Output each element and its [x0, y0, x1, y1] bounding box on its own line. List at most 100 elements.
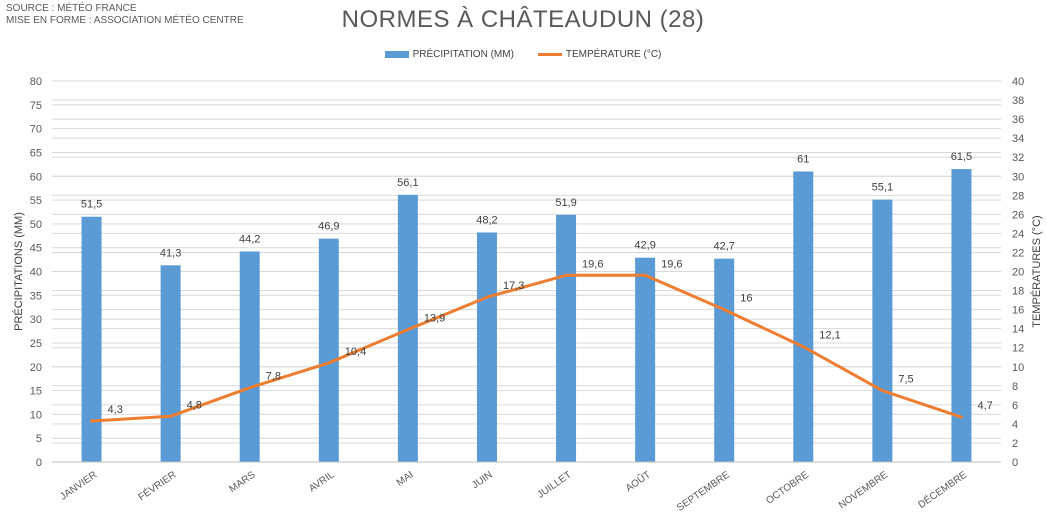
y-left-tick-label: 70	[30, 124, 42, 136]
bar-precipitation	[476, 232, 497, 462]
bar-data-label: 42,7	[713, 241, 734, 253]
x-tick-label: FÉVRIER	[135, 468, 178, 504]
y-left-tick-label: 50	[30, 219, 42, 231]
line-temperature	[90, 273, 963, 423]
legend-item-precipitation: PRÉCIPITATION (MM)	[384, 49, 514, 60]
y-right-tick-label: 18	[1012, 286, 1024, 298]
bar-data-label: 61,5	[951, 151, 972, 163]
x-tick-label: MARS	[227, 469, 257, 495]
y-left-tick-label: 10	[30, 409, 42, 421]
x-tick-label: JANVIER	[58, 469, 99, 502]
legend-swatch-bar	[384, 51, 409, 58]
source-note: SOURCE : MÉTÉO FRANCE MISE EN FORME : AS…	[6, 3, 244, 27]
y-right-tick-label: 24	[1012, 228, 1024, 240]
bar-data-label: 41,3	[160, 247, 181, 259]
y-left-tick-label: 35	[30, 290, 42, 302]
bar-precipitation	[951, 169, 972, 462]
y-right-tick-label: 32	[1012, 152, 1024, 164]
y-left-tick-label: 80	[30, 76, 42, 88]
source-line-2: MISE EN FORME : ASSOCIATION MÉTÉO CENTRE	[6, 15, 244, 26]
bar-data-label: 51,9	[555, 197, 576, 209]
y-left-tick-label: 20	[30, 362, 42, 374]
y-right-tick-label: 14	[1012, 324, 1024, 336]
y-left-tick-label: 0	[36, 457, 42, 469]
x-tick-label: SEPTEMBRE	[675, 469, 732, 514]
y-left-axis-title: PRÉCIPITATIONS (MM)	[12, 212, 25, 331]
y-right-tick-label: 16	[1012, 305, 1024, 317]
y-right-tick-label: 4	[1012, 419, 1018, 431]
bar-data-label: 46,9	[318, 221, 339, 233]
y-right-tick-label: 38	[1012, 95, 1024, 107]
y-right-tick-label: 6	[1012, 400, 1018, 412]
y-left-tick-label: 55	[30, 195, 42, 207]
line-data-label: 12,1	[819, 330, 840, 342]
y-right-tick-label: 26	[1012, 209, 1024, 221]
y-right-tick-label: 10	[1012, 362, 1024, 374]
y-right-tick-label: 30	[1012, 171, 1024, 183]
bar-precipitation	[160, 265, 181, 462]
legend-label-temperature: TEMPÉRATURE (°C)	[565, 49, 662, 60]
x-tick-label: AVRIL	[307, 469, 337, 494]
line-data-label: 17,3	[503, 280, 524, 292]
y-left-tick-label: 40	[30, 267, 42, 279]
bar-data-label: 56,1	[397, 177, 418, 189]
bar-precipitation	[635, 257, 656, 462]
line-data-label: 10,4	[345, 346, 366, 358]
line-data-label: 7,5	[898, 374, 913, 386]
line-data-label: 16	[740, 293, 752, 305]
bar-precipitation	[239, 251, 260, 462]
y-left-tick-label: 15	[30, 386, 42, 398]
x-tick-label: OCTOBRE	[764, 469, 811, 506]
y-right-tick-label: 20	[1012, 267, 1024, 279]
line-data-label: 19,6	[661, 258, 682, 270]
y-right-tick-label: 36	[1012, 114, 1024, 126]
x-tick-label: NOVEMBRE	[837, 469, 890, 511]
y-left-tick-label: 65	[30, 147, 42, 159]
x-tick-label: AOÛT	[623, 468, 653, 495]
bar-data-label: 44,2	[239, 233, 260, 245]
x-tick-label: JUILLET	[536, 469, 574, 500]
y-right-tick-label: 22	[1012, 247, 1024, 259]
line-data-label: 4,3	[108, 404, 123, 416]
chart-legend: PRÉCIPITATION (MM) TEMPÉRATURE (°C)	[0, 49, 1046, 60]
x-tick-label: MAI	[395, 469, 416, 488]
line-data-label: 19,6	[582, 258, 603, 270]
y-left-tick-label: 30	[30, 314, 42, 326]
legend-label-precipitation: PRÉCIPITATION (MM)	[412, 49, 514, 60]
bar-precipitation	[318, 238, 339, 462]
line-data-label: 7,8	[266, 371, 281, 383]
x-tick-label: DÉCEMBRE	[915, 468, 969, 511]
y-right-tick-label: 12	[1012, 343, 1024, 355]
bar-precipitation	[793, 171, 814, 463]
y-right-tick-label: 2	[1012, 438, 1018, 450]
x-tick-label: JUIN	[470, 469, 495, 491]
y-left-tick-label: 25	[30, 338, 42, 350]
bar-data-label: 51,5	[81, 199, 102, 211]
legend-swatch-line	[537, 53, 562, 56]
y-right-tick-label: 40	[1012, 76, 1024, 88]
y-right-tick-label: 34	[1012, 133, 1024, 145]
bar-precipitation	[556, 214, 577, 462]
bar-precipitation	[81, 216, 102, 462]
line-data-label: 13,9	[424, 313, 445, 325]
source-line-1: SOURCE : MÉTÉO FRANCE	[6, 3, 137, 14]
line-data-label: 4,8	[187, 399, 202, 411]
y-left-tick-label: 45	[30, 243, 42, 255]
y-right-axis-title: TEMPÉRATURES (°C)	[1030, 215, 1043, 327]
y-left-tick-label: 75	[30, 100, 42, 112]
bar-data-label: 61	[797, 153, 809, 165]
bar-precipitation	[872, 199, 893, 462]
y-left-tick-label: 5	[36, 433, 42, 445]
chart-title: NORMES À CHÂTEAUDUN (28)	[341, 6, 705, 33]
bar-precipitation	[714, 258, 735, 462]
bar-data-label: 55,1	[872, 182, 893, 194]
y-right-tick-label: 8	[1012, 381, 1018, 393]
legend-item-temperature: TEMPÉRATURE (°C)	[537, 49, 662, 60]
bar-data-label: 42,9	[634, 240, 655, 252]
y-left-tick-label: 60	[30, 171, 42, 183]
y-right-tick-label: 0	[1012, 457, 1018, 469]
bar-data-label: 48,2	[476, 214, 497, 226]
y-right-tick-label: 28	[1012, 190, 1024, 202]
line-data-label: 4,7	[977, 400, 992, 412]
